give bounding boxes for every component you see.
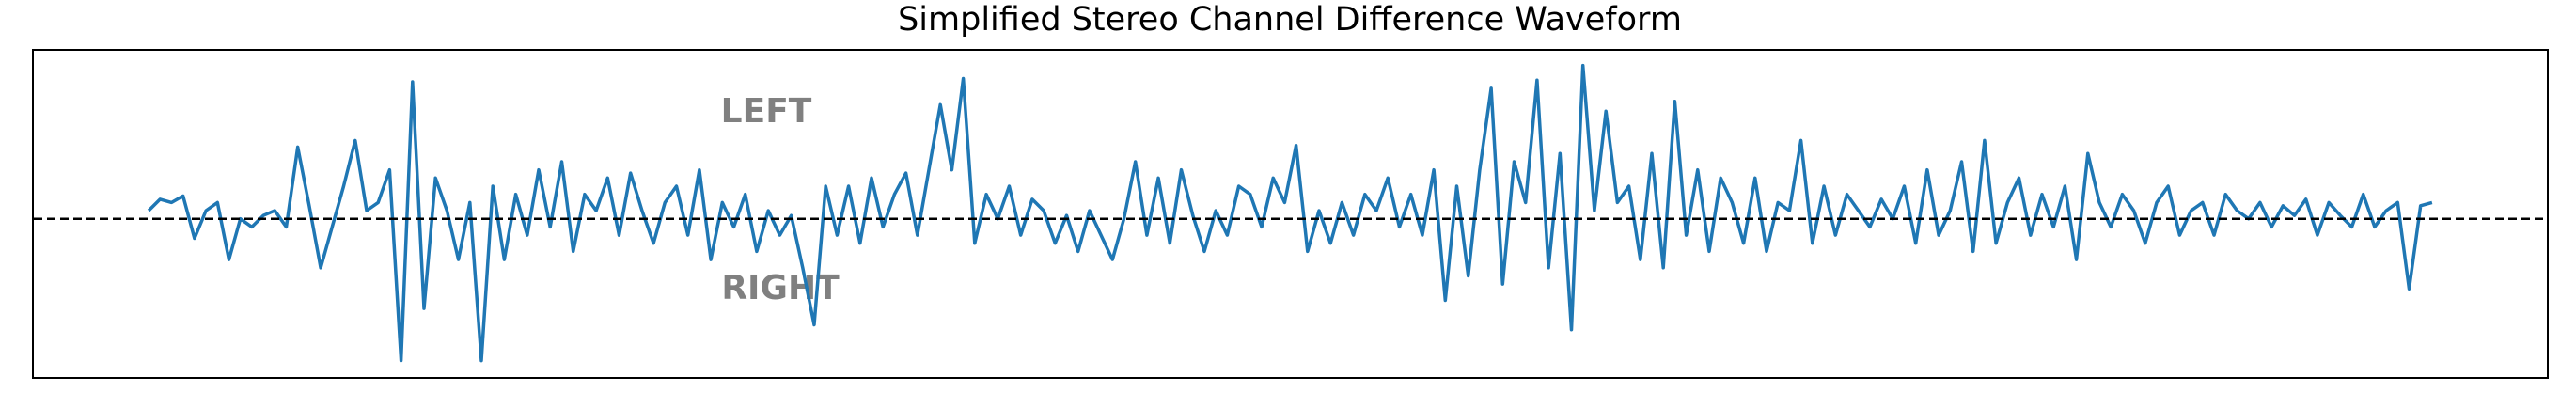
chart-title: Simplified Stereo Channel Difference Wav… [898, 1, 1682, 39]
plot-frame [32, 49, 2549, 379]
annotation: RIGHT [721, 269, 840, 307]
waveform-line [147, 63, 2433, 363]
annotation: LEFT [721, 92, 812, 131]
